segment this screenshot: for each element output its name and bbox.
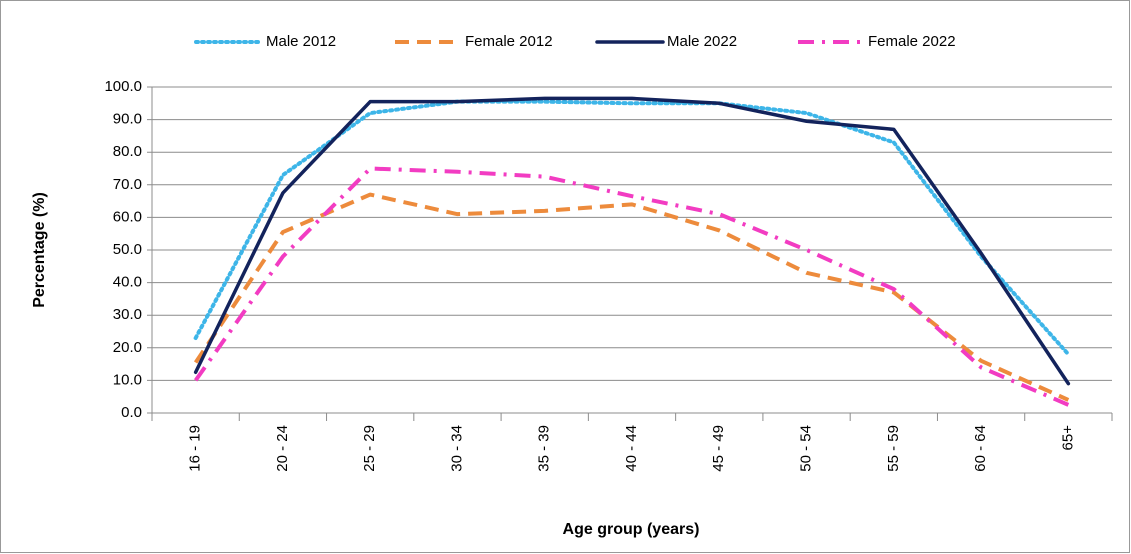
legend-label: Male 2012: [266, 33, 336, 50]
y-tick-label: 60.0: [113, 208, 142, 225]
y-tick-label: 10.0: [113, 371, 142, 388]
series-line: [193, 192, 1070, 402]
y-tick-label: 50.0: [113, 241, 142, 258]
x-tick-label: 20 - 24: [274, 425, 291, 472]
y-tick-label: 40.0: [113, 274, 142, 291]
y-tick-label: 20.0: [113, 339, 142, 356]
y-tick-label: 80.0: [113, 143, 142, 160]
x-axis-title: Age group (years): [563, 521, 700, 538]
y-axis-title: Percentage (%): [31, 192, 48, 308]
x-tick-label: 40 - 44: [623, 425, 640, 472]
x-tick-label: 25 - 29: [361, 425, 378, 472]
series-line: [193, 96, 1071, 386]
y-tick-label: 30.0: [113, 306, 142, 323]
y-tick-label: 70.0: [113, 176, 142, 193]
legend-label: Male 2022: [667, 33, 737, 50]
x-tick-label: 60 - 64: [972, 425, 989, 472]
x-tick-label: 55 - 59: [885, 425, 902, 472]
x-tick-label: 65+: [1059, 425, 1076, 451]
x-tick-label: 30 - 34: [448, 425, 465, 472]
y-tick-label: 0.0: [121, 404, 142, 421]
x-tick-label: 45 - 49: [710, 425, 727, 472]
legend-label: Female 2012: [465, 33, 553, 50]
series-line: [194, 166, 1070, 407]
y-tick-label: 90.0: [113, 111, 142, 128]
x-tick-label: 50 - 54: [798, 425, 815, 472]
x-tick-label: 35 - 39: [536, 425, 553, 472]
x-tick-label: 16 - 19: [187, 425, 204, 472]
y-tick-label: 100.0: [104, 78, 142, 95]
legend-label: Female 2022: [868, 33, 956, 50]
